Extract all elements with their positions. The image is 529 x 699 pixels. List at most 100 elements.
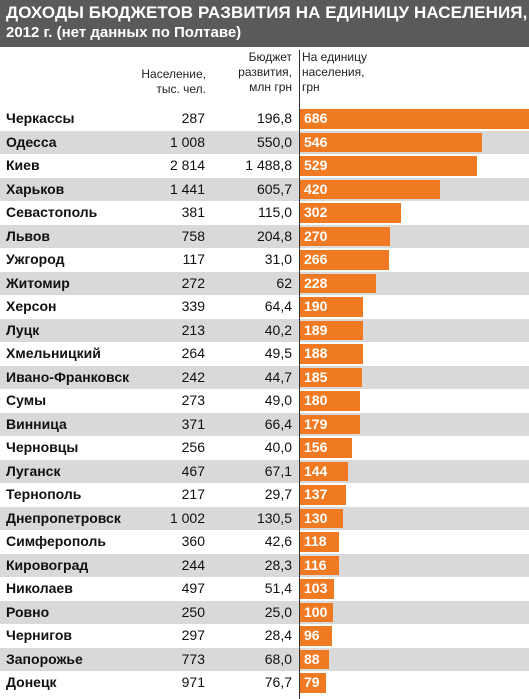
city-label: Николаев bbox=[6, 580, 73, 596]
per-capita-value-label: 529 bbox=[304, 157, 328, 173]
per-capita-value-label: 190 bbox=[304, 298, 328, 314]
per-capita-header-line: грн bbox=[302, 80, 320, 94]
bar-axis-line bbox=[299, 50, 300, 699]
table-row: Львов 758 204,8 270 bbox=[0, 224, 529, 248]
per-capita-value-label: 88 bbox=[304, 650, 320, 667]
population-value: 339 bbox=[181, 298, 205, 314]
table-row: Одесса 1 008 550,0 546 bbox=[0, 130, 529, 154]
per-capita-value-label: 96 bbox=[304, 627, 320, 643]
table-row: Запорожье 773 68,0 88 bbox=[0, 647, 529, 671]
city-label: Ивано-Франковск bbox=[6, 368, 130, 385]
population-value: 213 bbox=[181, 321, 205, 338]
per-capita-value-label: 137 bbox=[304, 486, 328, 502]
per-capita-value-label: 79 bbox=[304, 674, 320, 690]
per-capita-bar bbox=[300, 414, 360, 434]
per-capita-value-label: 228 bbox=[304, 274, 328, 291]
population-value: 360 bbox=[181, 533, 205, 549]
budget-value: 44,7 bbox=[264, 368, 292, 385]
per-capita-value-label: 420 bbox=[304, 180, 328, 197]
chart-subtitle: 2012 г. (нет данных по Полтаве) bbox=[6, 24, 242, 41]
per-capita-value-label: 103 bbox=[304, 580, 328, 596]
table-row: Чернигов 297 28,4 96 bbox=[0, 624, 529, 648]
table-row: Днепропетровск 1 002 130,5 130 bbox=[0, 506, 529, 530]
city-label: Кировоград bbox=[6, 556, 89, 573]
budget-value: 605,7 bbox=[256, 180, 292, 197]
per-capita-bar bbox=[300, 391, 361, 411]
population-value: 272 bbox=[181, 274, 205, 291]
per-capita-bar bbox=[300, 203, 401, 223]
budget-value: 76,7 bbox=[264, 674, 292, 690]
budget-value: 550,0 bbox=[256, 133, 292, 150]
budget-header-line: развития, bbox=[238, 65, 292, 79]
table-row: Севастополь 381 115,0 302 bbox=[0, 201, 529, 225]
per-capita-bar bbox=[300, 485, 346, 505]
per-capita-value-label: 100 bbox=[304, 603, 328, 620]
per-capita-bar bbox=[300, 179, 441, 199]
per-capita-value-label: 116 bbox=[304, 556, 327, 573]
per-capita-header-line: населения, bbox=[302, 65, 365, 79]
population-value: 467 bbox=[181, 462, 205, 479]
city-label: Ужгород bbox=[6, 251, 65, 267]
per-capita-bar bbox=[300, 555, 339, 575]
table-row: Луганск 467 67,1 144 bbox=[0, 459, 529, 483]
budget-value: 28,4 bbox=[264, 627, 292, 643]
population-value: 256 bbox=[181, 439, 205, 455]
budget-header-line: млн грн bbox=[249, 80, 292, 94]
per-capita-bar bbox=[300, 626, 333, 646]
table-row: Винница 371 66,4 179 bbox=[0, 412, 529, 436]
per-capita-value-label: 180 bbox=[304, 392, 328, 408]
population-value: 497 bbox=[181, 580, 205, 596]
table-row: Симферополь 360 42,6 118 bbox=[0, 530, 529, 554]
population-value: 273 bbox=[181, 392, 205, 408]
budget-value: 64,4 bbox=[264, 298, 292, 314]
budget-value: 68,0 bbox=[264, 650, 292, 667]
per-capita-column-header: На единицу населения, грн bbox=[302, 50, 412, 95]
budget-value: 115,0 bbox=[258, 204, 292, 220]
budget-value: 49,0 bbox=[264, 392, 292, 408]
budget-value: 40,0 bbox=[264, 439, 292, 455]
table-row: Донецк 971 76,7 79 bbox=[0, 671, 529, 695]
city-label: Херсон bbox=[6, 298, 57, 314]
budget-header-line: Бюджет bbox=[248, 50, 292, 64]
population-column-header: Население, тыс. чел. bbox=[118, 67, 206, 97]
city-label: Ровно bbox=[6, 603, 50, 620]
table-row: Николаев 497 51,4 103 bbox=[0, 577, 529, 601]
city-label: Черкассы bbox=[6, 110, 75, 126]
per-capita-header-line: На единицу bbox=[302, 50, 367, 64]
table-row: Тернополь 217 29,7 137 bbox=[0, 483, 529, 507]
budget-value: 28,3 bbox=[264, 556, 292, 573]
table-row: Кировоград 244 28,3 116 bbox=[0, 553, 529, 577]
budget-value: 1 488,8 bbox=[245, 157, 292, 173]
city-label: Запорожье bbox=[6, 650, 83, 667]
per-capita-bar bbox=[300, 438, 353, 458]
per-capita-bar bbox=[300, 109, 529, 129]
per-capita-value-label: 179 bbox=[304, 415, 328, 432]
table-row: Ровно 250 25,0 100 bbox=[0, 600, 529, 624]
population-header-line: тыс. чел. bbox=[156, 82, 206, 96]
population-value: 1 002 bbox=[169, 509, 205, 526]
per-capita-bar bbox=[300, 579, 335, 599]
population-value: 1 441 bbox=[169, 180, 205, 197]
per-capita-value-label: 118 bbox=[304, 533, 327, 549]
per-capita-bar bbox=[300, 273, 377, 293]
per-capita-bar bbox=[300, 226, 391, 246]
per-capita-bar bbox=[300, 673, 327, 693]
table-row: Черновцы 256 40,0 156 bbox=[0, 436, 529, 460]
chart-title: ДОХОДЫ БЮДЖЕТОВ РАЗВИТИЯ НА ЕДИНИЦУ НАСЕ… bbox=[6, 3, 528, 22]
population-value: 2 814 bbox=[169, 157, 205, 173]
per-capita-bar bbox=[300, 602, 334, 622]
per-capita-bar bbox=[300, 156, 477, 176]
per-capita-bar bbox=[300, 132, 483, 152]
table-row: Луцк 213 40,2 189 bbox=[0, 318, 529, 342]
per-capita-value-label: 302 bbox=[304, 204, 328, 220]
per-capita-value-label: 270 bbox=[304, 227, 328, 244]
budget-value: 67,1 bbox=[264, 462, 292, 479]
population-header-line: Население, bbox=[141, 67, 206, 81]
table-row: Сумы 273 49,0 180 bbox=[0, 389, 529, 413]
table-row: Херсон 339 64,4 190 bbox=[0, 295, 529, 319]
population-value: 287 bbox=[181, 110, 205, 126]
population-value: 217 bbox=[181, 486, 205, 502]
city-label: Сумы bbox=[6, 392, 47, 408]
city-label: Луганск bbox=[6, 462, 61, 479]
population-value: 264 bbox=[181, 345, 205, 361]
